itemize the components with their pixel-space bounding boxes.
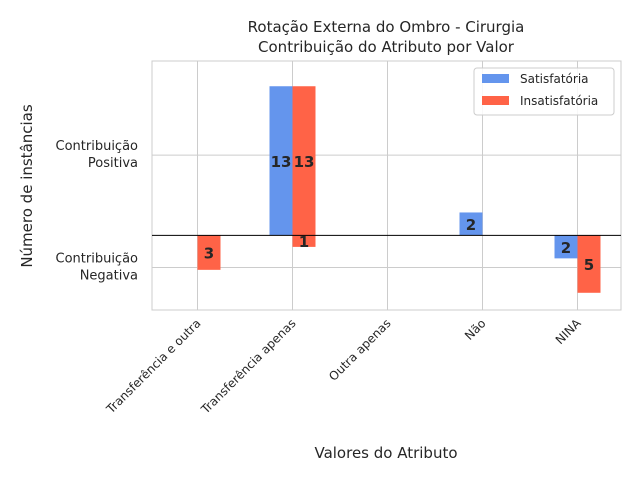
chart-title-line-2: Contribuição do Atributo por Valor [258,38,515,56]
data-label: 2 [466,216,476,234]
data-label: 2 [561,239,571,257]
legend-label-satisfatoria: Satisfatória [520,72,589,86]
bar-satisfatoria [554,235,578,259]
x-tick-label: Não [462,316,489,343]
legend: Satisfatória Insatisfatória [473,67,615,116]
bars [197,86,601,293]
data-label: 13 [294,153,315,171]
bar-satisfatoria [269,86,293,236]
x-tick-label: Outra apenas [326,316,393,383]
data-labels: 13 2 2 3 13 1 5 [204,153,594,274]
data-label: 3 [204,245,214,263]
legend-label-insatisfatoria: Insatisfatória [520,94,598,108]
x-axis-label: Valores do Atributo [314,444,457,462]
legend-swatch-insatisfatoria [482,96,509,105]
y-tick-label: Contribuição [56,139,139,154]
bar-satisfatoria [459,212,483,236]
y-tick-label: Positiva [88,156,138,171]
y-axis-label: Número de instâncias [18,104,36,268]
x-tick-label: Transferência apenas [198,316,299,417]
y-ticks: Contribuição Positiva Contribuição Negativa [56,139,139,283]
data-label: 13 [271,153,292,171]
chart-title-line-1: Rotação Externa do Ombro - Cirurgia [248,18,525,36]
bar-insatisfatoria [197,235,221,270]
bar-insatisfatoria-negative [292,235,316,247]
bar-insatisfatoria [577,235,601,293]
data-label: 1 [299,233,309,251]
y-tick-label: Contribuição [56,252,139,267]
x-tick-label: NINA [553,316,584,347]
data-label: 5 [584,256,594,274]
y-tick-label: Negativa [80,269,138,284]
bar-insatisfatoria [292,86,316,236]
legend-swatch-satisfatoria [482,74,509,83]
x-tick-label: Transferência e outra [103,316,204,417]
